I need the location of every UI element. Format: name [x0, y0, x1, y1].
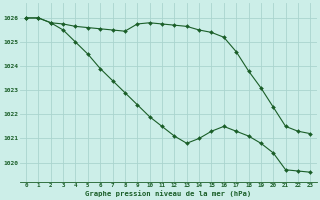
- X-axis label: Graphe pression niveau de la mer (hPa): Graphe pression niveau de la mer (hPa): [85, 190, 251, 197]
